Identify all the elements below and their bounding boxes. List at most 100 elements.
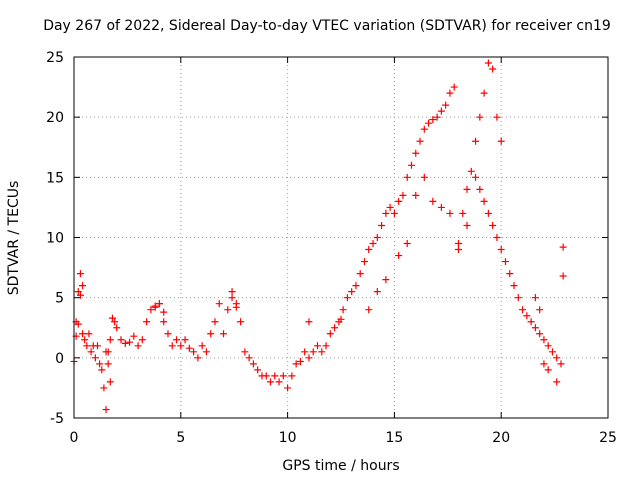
data-point: [106, 336, 114, 344]
x-tick-label: 15: [385, 430, 403, 446]
data-point: [544, 366, 552, 374]
x-tick-labels: 0 5 10 15 20 25: [70, 430, 617, 446]
data-point: [429, 197, 437, 205]
data-point: [343, 294, 351, 302]
data-point: [241, 348, 249, 356]
data-point: [207, 330, 215, 338]
y-tick-label: 0: [55, 351, 64, 367]
data-point: [489, 65, 497, 73]
data-point: [425, 119, 433, 127]
data-point: [407, 161, 415, 169]
chart-title: Day 267 of 2022, Sidereal Day-to-day VTE…: [43, 18, 611, 34]
data-point: [412, 149, 420, 157]
data-point: [373, 288, 381, 296]
data-point: [279, 372, 287, 380]
data-point: [301, 348, 309, 356]
data-point: [420, 173, 428, 181]
data-point: [337, 315, 345, 323]
data-point: [160, 318, 168, 326]
data-point: [85, 330, 93, 338]
data-point: [527, 318, 535, 326]
data-point: [100, 384, 108, 392]
data-point: [104, 360, 112, 368]
data-point: [348, 288, 356, 296]
data-point: [403, 173, 411, 181]
data-point: [108, 314, 116, 322]
data-point: [437, 107, 445, 115]
data-point: [151, 303, 159, 311]
data-point: [472, 137, 480, 145]
data-point: [318, 348, 326, 356]
data-point: [373, 234, 381, 241]
data-point: [497, 137, 505, 145]
data-point: [143, 318, 151, 326]
x-axis-label: GPS time / hours: [282, 458, 399, 474]
data-point: [412, 191, 420, 199]
data-point: [292, 360, 300, 368]
data-point: [74, 320, 82, 328]
data-point: [220, 330, 228, 338]
data-point: [91, 354, 99, 362]
data-point: [510, 282, 518, 290]
data-point: [514, 294, 522, 302]
data-point: [314, 342, 322, 350]
data-point: [463, 185, 471, 193]
data-point: [536, 330, 544, 338]
data-point: [245, 354, 253, 362]
data-point: [211, 318, 219, 326]
data-point: [531, 294, 539, 302]
data-point: [168, 342, 176, 350]
data-point: [484, 209, 492, 217]
y-tick-label: 20: [46, 110, 64, 126]
data-point: [215, 300, 223, 308]
plot-frame: [73, 56, 609, 419]
x-tick-label: 5: [176, 430, 185, 446]
data-point: [476, 113, 484, 121]
y-tick-label: -5: [50, 411, 64, 427]
data-point: [96, 360, 104, 368]
data-point: [228, 288, 236, 296]
y-tick-label: 15: [46, 170, 64, 186]
data-point: [79, 330, 87, 338]
data-point: [390, 209, 398, 217]
x-tick-label: 0: [70, 430, 79, 446]
data-point: [446, 89, 454, 97]
data-point: [155, 300, 163, 308]
data-point: [395, 197, 403, 205]
data-point: [81, 336, 89, 344]
data-point: [224, 306, 232, 314]
data-point: [185, 344, 193, 352]
data-point: [519, 306, 527, 314]
data-point: [194, 354, 202, 362]
x-tick-label: 10: [279, 430, 297, 446]
data-point: [117, 336, 125, 344]
data-point: [493, 113, 501, 121]
data-point: [382, 276, 390, 284]
data-point: [559, 272, 567, 280]
data-point: [360, 258, 368, 266]
data-point: [284, 384, 292, 392]
data-point: [480, 197, 488, 205]
data-point: [262, 372, 270, 380]
data-point: [536, 306, 544, 314]
y-tick-label: 5: [55, 291, 64, 307]
data-point: [454, 240, 462, 248]
data-point: [531, 324, 539, 332]
data-point: [138, 336, 146, 344]
data-point: [296, 357, 304, 365]
data-point: [442, 101, 450, 109]
data-point: [121, 339, 129, 347]
data-point: [356, 270, 364, 278]
data-point: [429, 116, 437, 124]
data-point: [395, 252, 403, 260]
data-point: [173, 336, 181, 344]
data-point: [322, 342, 330, 350]
data-point: [497, 246, 505, 254]
data-point: [437, 203, 445, 211]
data-point: [147, 306, 155, 314]
data-point: [450, 83, 458, 91]
x-tick-label: 25: [599, 430, 617, 446]
y-tick-label: 10: [46, 231, 64, 247]
data-point: [352, 282, 360, 290]
